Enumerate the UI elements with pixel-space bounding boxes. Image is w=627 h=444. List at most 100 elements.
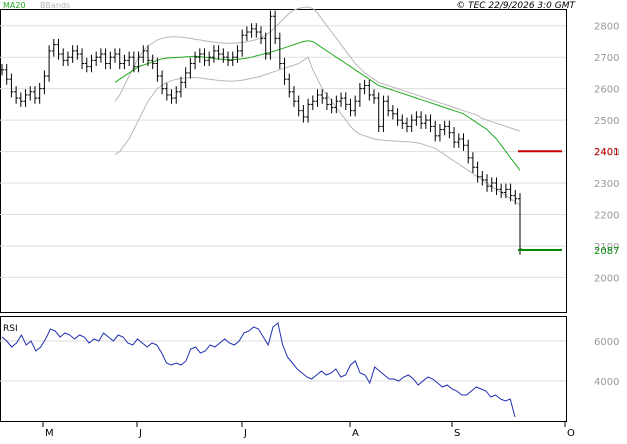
price-bar — [499, 183, 504, 199]
bband-lower — [114, 56, 521, 206]
price-tick-label: 2600 — [594, 85, 619, 96]
price-bar — [268, 10, 273, 60]
price-tick-label: 2100 — [594, 242, 619, 253]
price-bar — [329, 98, 334, 114]
x-tick-label: M — [45, 428, 54, 439]
price-bar — [127, 51, 132, 66]
price-bar — [447, 120, 452, 139]
price-bar — [4, 64, 9, 85]
price-bar — [174, 86, 179, 104]
price-bar — [475, 161, 480, 183]
price-bar — [263, 32, 268, 60]
price-bar — [18, 92, 23, 107]
price-bar — [155, 57, 160, 82]
price-bar — [334, 95, 339, 114]
price-bar — [386, 95, 391, 117]
price-bar — [169, 89, 174, 104]
legend-bbands: BBands — [40, 1, 70, 10]
price-bar — [310, 95, 315, 111]
price-bar — [343, 92, 348, 111]
rsi-title: RSI — [3, 324, 18, 334]
price-tick-label: 2000 — [594, 273, 619, 284]
price-bar — [32, 86, 37, 104]
price-bar — [320, 89, 325, 104]
price-bar — [9, 73, 14, 98]
price-bar — [178, 76, 183, 98]
price-bar — [113, 48, 118, 63]
ma20-line — [114, 40, 521, 171]
price-bar — [141, 45, 146, 63]
price-bar — [273, 10, 278, 44]
price-bar — [160, 70, 165, 95]
price-tick-label: 2300 — [594, 179, 619, 190]
price-bar — [183, 67, 188, 89]
price-bar — [277, 32, 282, 70]
bollinger-bands — [114, 6, 521, 206]
price-bar — [122, 54, 127, 70]
price-bar — [37, 82, 42, 104]
price-bar — [306, 98, 311, 123]
price-bar — [51, 38, 56, 57]
price-bar — [456, 133, 461, 148]
price-bar — [287, 73, 292, 98]
price-bar — [282, 57, 287, 85]
price-bar — [494, 177, 499, 195]
price-tick-label: 2500 — [594, 116, 619, 127]
price-bar — [433, 120, 438, 142]
price-bar — [136, 51, 141, 73]
resistance-label: 2401 — [594, 147, 619, 158]
price-bar — [442, 120, 447, 136]
price-bar — [98, 48, 103, 63]
x-tick-label: J — [138, 428, 142, 439]
price-bar — [395, 108, 400, 126]
price-bar — [230, 51, 235, 66]
price-bar — [315, 89, 320, 107]
price-bar — [61, 48, 66, 66]
x-tick-label: S — [454, 428, 460, 439]
price-bar — [348, 98, 353, 117]
price-bar — [131, 51, 136, 73]
price-bar — [381, 95, 386, 133]
price-bar — [372, 89, 377, 104]
price-bar — [150, 54, 155, 70]
price-bar — [419, 111, 424, 129]
x-tick-label: A — [352, 428, 359, 439]
price-bar — [409, 114, 414, 133]
price-bar — [249, 23, 254, 38]
price-bars — [0, 10, 522, 255]
price-bar — [202, 48, 207, 66]
price-tick-label: 2400 — [594, 148, 619, 159]
price-bar — [117, 48, 122, 70]
price-bar — [414, 111, 419, 126]
price-bar — [226, 51, 231, 66]
price-tick-label: 2700 — [594, 53, 619, 64]
support-label: 2087 — [594, 246, 619, 257]
price-bar — [207, 51, 212, 66]
price-bar — [28, 86, 33, 101]
rsi-path — [1, 322, 516, 418]
price-bar — [437, 123, 442, 142]
price-bar — [452, 127, 457, 148]
rsi-tick-label: 6000 — [594, 337, 619, 348]
price-bar — [301, 105, 306, 123]
rsi-panel-frame — [0, 316, 567, 422]
price-bar — [428, 114, 433, 133]
price-bar — [188, 57, 193, 79]
price-bar — [14, 86, 19, 104]
price-bar — [461, 133, 466, 151]
price-bar — [56, 38, 61, 60]
price-bar — [42, 70, 47, 95]
price-bar — [216, 45, 221, 60]
rsi-grid — [0, 340, 566, 382]
price-bar — [47, 45, 52, 82]
price-bar — [503, 183, 508, 199]
price-bar — [108, 51, 113, 70]
price-bar — [324, 92, 329, 111]
price-bar — [75, 45, 80, 60]
price-bar — [470, 152, 475, 173]
price-bar — [254, 23, 259, 38]
x-tick-label: J — [243, 428, 247, 439]
rsi-tick-label: 4000 — [594, 377, 619, 388]
